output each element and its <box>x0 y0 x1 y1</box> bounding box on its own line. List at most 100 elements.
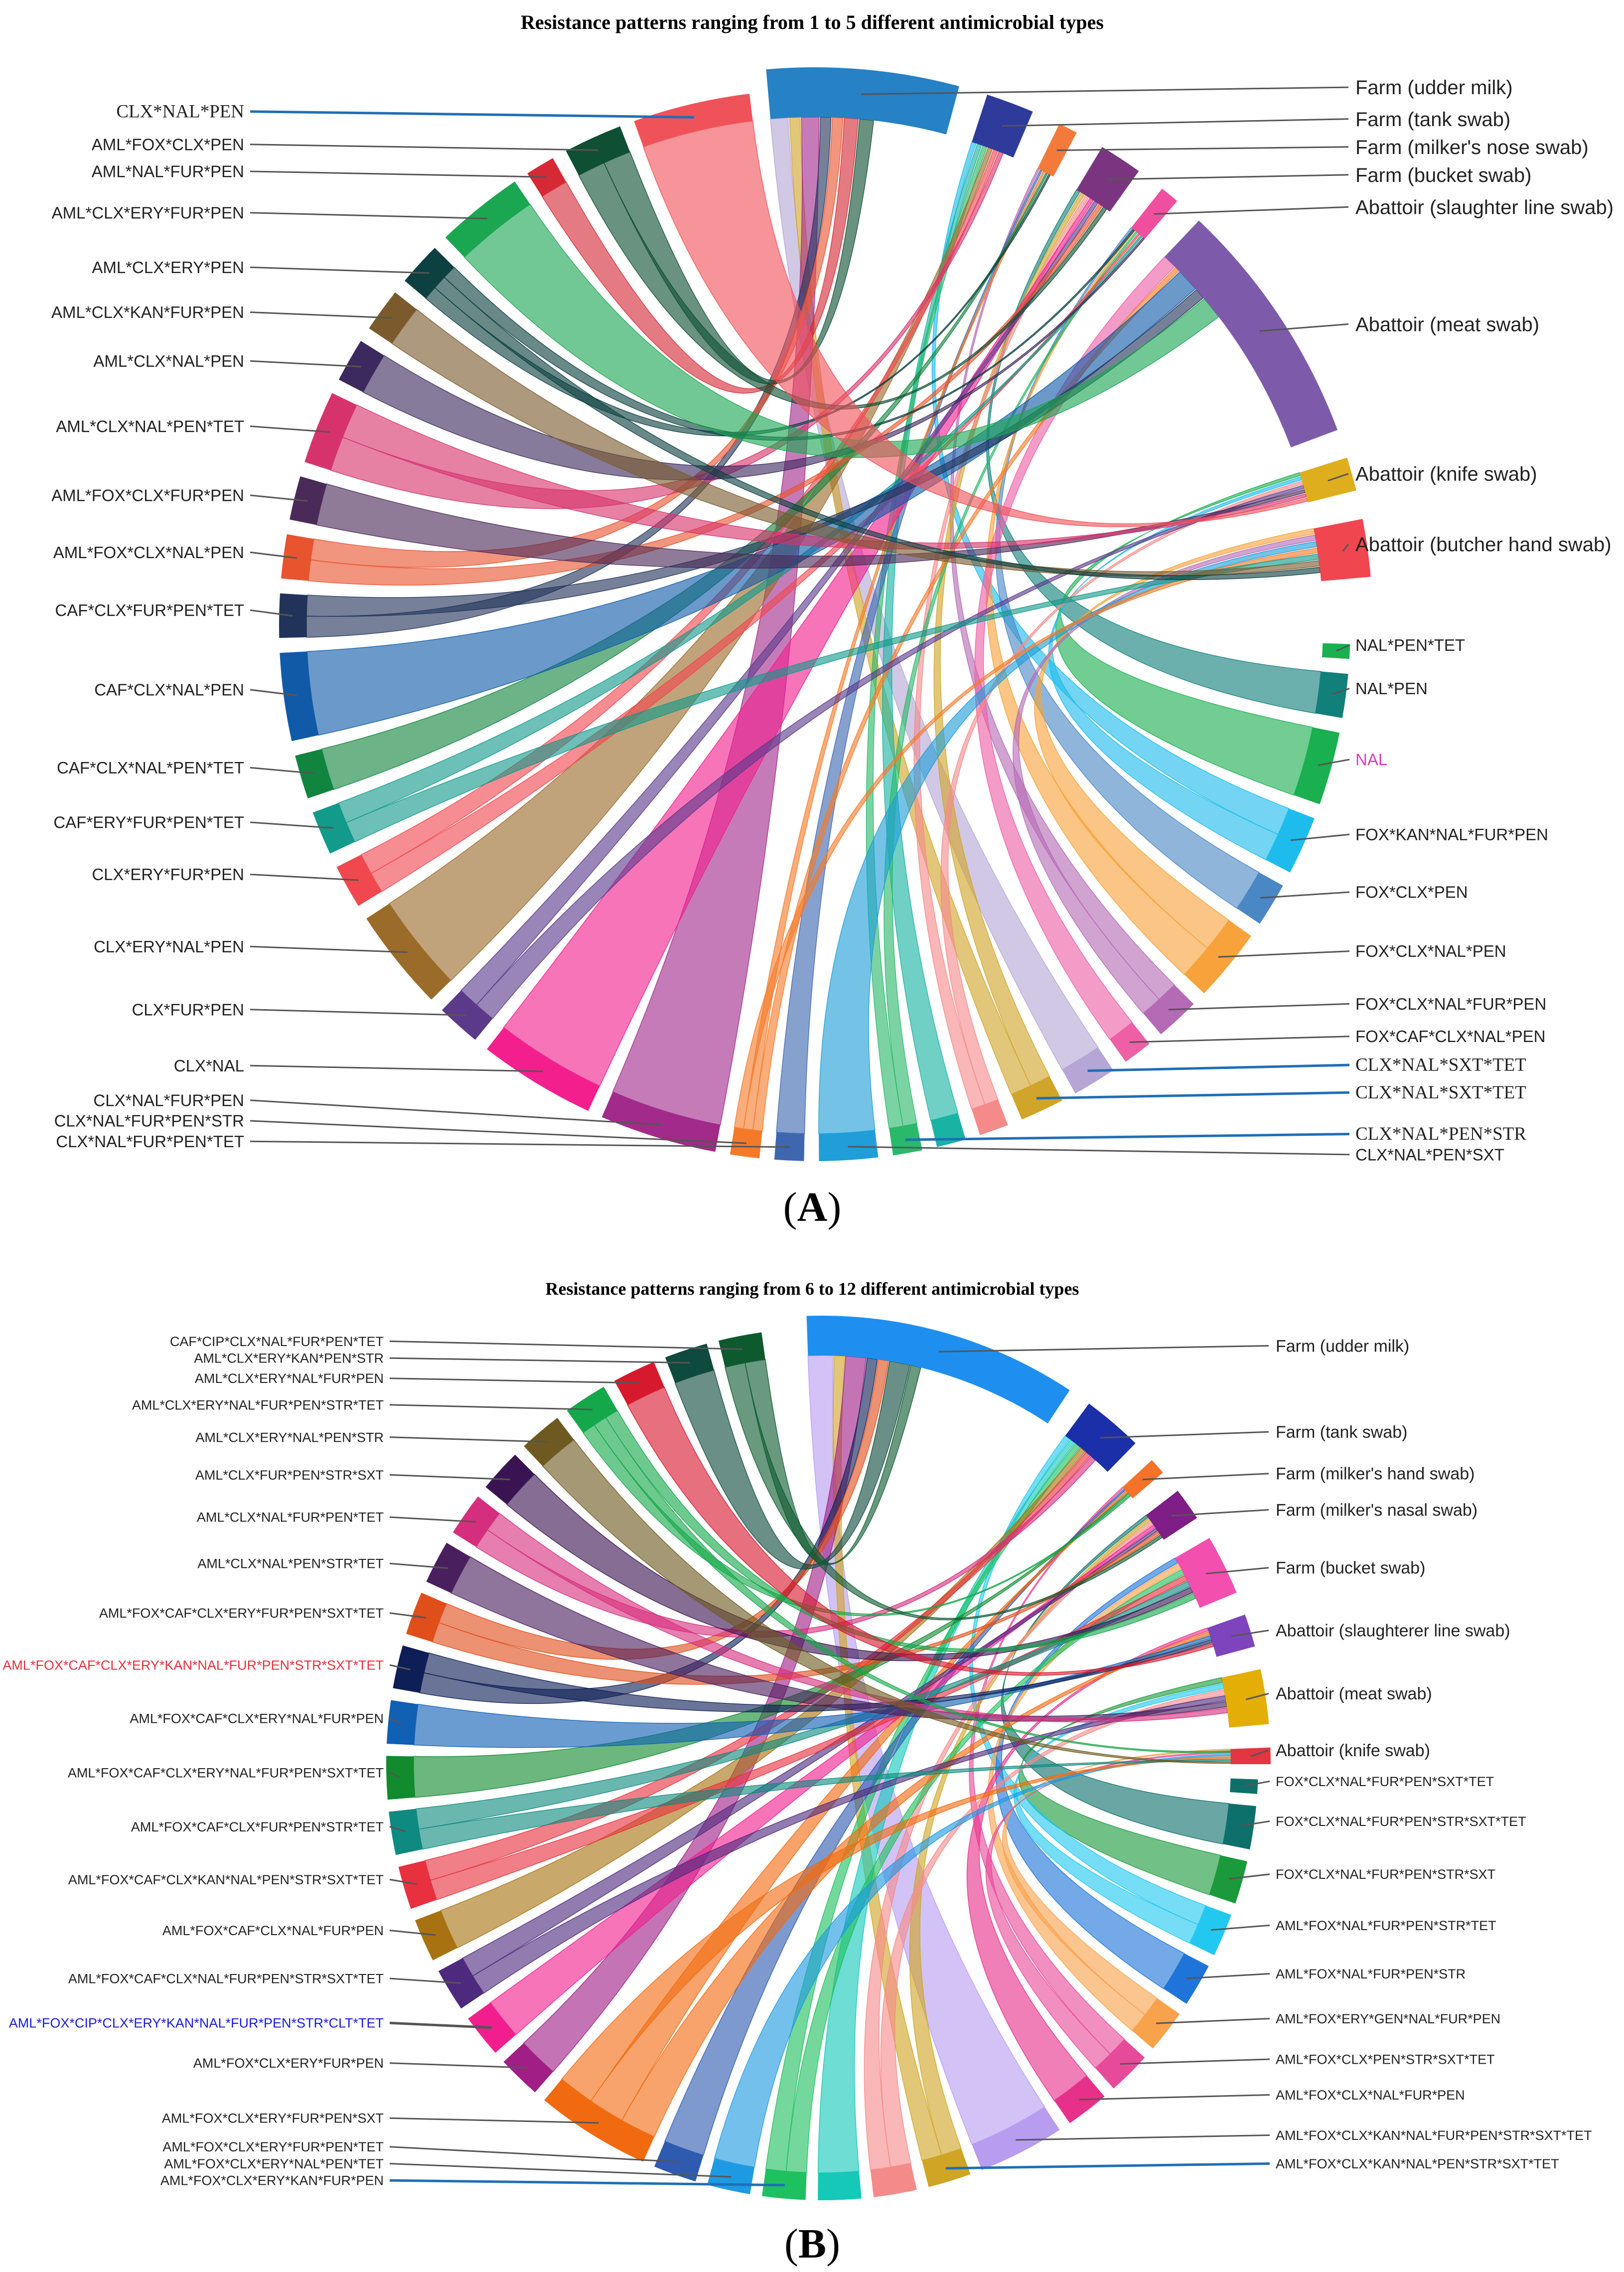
chord-aml-fox-clx-fur-pen-26 <box>316 483 1306 569</box>
pattern-arc-aml-fox-nal-fur-pen-str-29 <box>1164 1953 1209 2004</box>
pattern-label-caf-clx-fur-pen-tet-10: CAF*CLX*FUR*PEN*TET <box>55 601 244 619</box>
pattern-label-clx-nal-sxt-tet-25: CLX*NAL*SXT*TET <box>1355 1082 1526 1102</box>
pattern-leader-line <box>250 170 547 178</box>
chord-aml-clx-fur-pen-str-sxt-28 <box>506 1473 1193 1662</box>
pattern-leader-line <box>389 1664 411 1670</box>
panel-a: Resistance patterns ranging from 1 to 5 … <box>51 11 1614 1230</box>
pattern-arc-nal-pen-tet-34 <box>1322 643 1350 659</box>
pattern-leader-line <box>389 1516 476 1523</box>
pattern-arc-fox-clx-pen-30 <box>1237 872 1283 924</box>
source-leader-line <box>938 1345 1269 1353</box>
chord-caf-clx-nal-pen-23 <box>306 271 1196 736</box>
pattern-leader-line <box>1120 2058 1270 2065</box>
pattern-label-aml-fox-nal-fur-pen-str-tet-30: AML*FOX*NAL*FUR*PEN*STR*TET <box>1276 1918 1496 1933</box>
chord-aml-nal-fur-pen-32 <box>541 117 859 394</box>
chord-fox-kan-nal-fur-pen-3 <box>1048 476 1303 861</box>
panel-b: Resistance patterns ranging from 6 to 12… <box>2 1279 1592 2267</box>
source-arc-abattoir-meat-swab-6 <box>1221 1669 1269 1728</box>
pattern-label-caf-cip-clx-nal-fur-pen-tet-0: CAF*CIP*CLX*NAL*FUR*PEN*TET <box>170 1334 384 1349</box>
pattern-leader-line <box>389 1612 426 1619</box>
pattern-label-aml-fox-nal-fur-pen-str-29: AML*FOX*NAL*FUR*PEN*STR <box>1276 1967 1466 1981</box>
pattern-label-aml-fox-caf-clx-ery-kan-nal-fur-pen-str-sxt-tet-9: AML*FOX*CAF*CLX*ERY*KAN*NAL*FUR*PEN*STR*… <box>2 1658 384 1672</box>
pattern-label-aml-clx-ery-fur-pen-3: AML*CLX*ERY*FUR*PEN <box>52 203 244 222</box>
panel-b-labels: Farm (udder milk) Farm (tank swab) Farm (m… <box>2 1334 1592 2188</box>
pattern-label-clx-nal-pen-str-22: CLX*NAL*PEN*STR <box>1355 1123 1526 1144</box>
chord-fox-clx-pen-4 <box>995 227 1260 909</box>
source-arc-abattoir-butcher-hand-swab-7 <box>1314 519 1371 582</box>
pattern-leader-line <box>389 1717 402 1724</box>
pattern-label-nal-32: NAL <box>1355 751 1387 769</box>
pattern-label-fox-clx-nal-pen-29: FOX*CLX*NAL*PEN <box>1355 942 1506 960</box>
pattern-arc-caf-ery-fur-pen-tet-13 <box>312 803 355 854</box>
pattern-leader-line <box>1240 1820 1270 1827</box>
chord-unlabeled-10 <box>880 1689 1225 2168</box>
pattern-label-aml-fox-clx-fur-pen-8: AML*FOX*CLX*FUR*PEN <box>51 486 244 504</box>
chord-aml-fox-clx-ery-fur-pen-sxt-15 <box>621 1631 1210 2137</box>
pattern-arc-aml-fox-caf-clx-fur-pen-str-tet-12 <box>389 1809 423 1855</box>
pattern-leader-line <box>1228 1873 1270 1880</box>
panel-a-title: Resistance patterns ranging from 1 to 5 … <box>521 11 1104 33</box>
chord-aml-fox-nal-fur-pen-str-4 <box>995 1557 1185 1989</box>
source-leader-line <box>1250 1749 1269 1757</box>
pattern-leader-line <box>389 1878 418 1885</box>
panel-b-title: Resistance patterns ranging from 6 to 12… <box>546 1279 1079 1299</box>
source-leader-line <box>861 86 1349 95</box>
pattern-arc-aml-clx-ery-pen-4 <box>405 248 454 299</box>
pattern-arc-clx-ery-fur-pen-14 <box>336 855 382 906</box>
chord-aml-fox-clx-pen-33 <box>603 119 875 385</box>
pattern-label-aml-fox-caf-clx-ery-nal-fur-pen-10: AML*FOX*CAF*CLX*ERY*NAL*FUR*PEN <box>130 1711 384 1726</box>
pattern-arc-nal-pen-33 <box>1315 671 1348 718</box>
pattern-label-nal-pen-tet-34: NAL*PEN*TET <box>1355 636 1465 654</box>
pattern-arc-clx-nal-17 <box>487 1027 600 1111</box>
pattern-leader-line <box>250 494 308 502</box>
pattern-leader-line <box>905 1133 1350 1141</box>
pattern-label-clx-nal-pen-sxt-21: CLX*NAL*PEN*SXT <box>1355 1145 1504 1164</box>
panel-a-chords <box>306 117 1322 1134</box>
panel-b-label: (B) <box>784 2221 840 2267</box>
pattern-arc-aml-fox-caf-clx-ery-fur-pen-sxt-tet-8 <box>406 1592 447 1642</box>
chord-clx-nal-fur-pen-str-15 <box>752 267 1180 1132</box>
chord-aml-clx-ery-pen-30 <box>434 277 1321 581</box>
source-label-farm-tank-swab-1: Farm (tank swab) <box>1355 109 1510 131</box>
chord-fox-clx-nal-fur-pen-6 <box>1013 534 1317 1014</box>
source-label-farm-tank-swab-1: Farm (tank swab) <box>1276 1423 1408 1442</box>
source-arc-farm-bucket-swab-4 <box>1175 1537 1237 1608</box>
pattern-arc-aml-fox-clx-fur-pen-8 <box>290 476 327 525</box>
pattern-label-aml-fox-clx-ery-fur-pen-sxt-18: AML*FOX*CLX*ERY*FUR*PEN*SXT <box>162 2111 384 2126</box>
pattern-label-aml-clx-ery-nal-fur-pen-2: AML*CLX*ERY*NAL*FUR*PEN <box>195 1371 384 1386</box>
pattern-arc-clx-fur-pen-16 <box>442 990 493 1040</box>
pattern-arc-aml-clx-nal-fur-pen-tet-6 <box>452 1496 500 1547</box>
pattern-leader-line <box>1210 1924 1270 1931</box>
source-leader-line <box>1328 473 1349 481</box>
pattern-label-fox-clx-nal-fur-pen-28: FOX*CLX*NAL*FUR*PEN <box>1355 995 1546 1013</box>
chord-unlabeled-10 <box>913 194 1090 1110</box>
pattern-leader-line <box>250 311 393 319</box>
pattern-leader-line <box>1079 2094 1270 2101</box>
source-leader-line <box>1107 174 1349 180</box>
pattern-arc-nal-32 <box>1294 727 1340 804</box>
pattern-leader-line <box>250 266 430 274</box>
pattern-label-aml-clx-kan-fur-pen-5: AML*CLX*KAN*FUR*PEN <box>51 303 244 321</box>
pattern-leader-line <box>389 2021 492 2029</box>
pattern-leader-line <box>250 425 330 433</box>
pattern-leader-line <box>250 1064 543 1072</box>
pattern-label-fox-clx-nal-fur-pen-str-sxt-tet-32: FOX*CLX*NAL*FUR*PEN*STR*SXT*TET <box>1276 1814 1526 1829</box>
pattern-label-aml-clx-nal-pen-tet-7: AML*CLX*NAL*PEN*TET <box>56 417 244 436</box>
pattern-arc-aml-fox-caf-clx-ery-nal-fur-pen-sxt-tet-11 <box>386 1756 415 1800</box>
pattern-arc-aml-fox-caf-clx-nal-fur-pen-str-sxt-tet-15 <box>438 1958 484 2009</box>
chord-aml-fox-clx-ery-fur-pen-sxt-15 <box>561 1756 1231 2102</box>
pattern-label-aml-clx-ery-kan-pen-str-1: AML*CLX*ERY*KAN*PEN*STR <box>194 1351 384 1366</box>
chord-aml-fox-clx-ery-nal-pen-tet-13 <box>714 1754 1231 2168</box>
panel-a-labels: Farm (udder milk) Farm (tank swab) Farm (m… <box>51 77 1614 1164</box>
pattern-leader-line <box>1260 891 1350 899</box>
pattern-label-aml-fox-clx-ery-kan-fur-pen-21: AML*FOX*CLX*ERY*KAN*FUR*PEN <box>160 2173 384 2188</box>
chord-aml-fox-nal-fur-pen-str-tet-3 <box>969 1435 1206 1925</box>
source-label-farm-milker-s-hand-swab-2: Farm (milker's hand swab) <box>1276 1465 1475 1484</box>
pattern-leader-line <box>389 1436 549 1443</box>
chord-aml-clx-nal-pen-tet-27 <box>342 404 1307 550</box>
source-label-abattoir-slaughter-line-swab-4: Abattoir (slaughter line swab) <box>1355 196 1614 218</box>
source-label-abattoir-meat-swab-5: Abattoir (meat swab) <box>1355 313 1539 335</box>
source-label-farm-bucket-swab-4: Farm (bucket swab) <box>1276 1559 1425 1578</box>
pattern-arc-aml-clx-nal-pen-tet-7 <box>304 393 357 470</box>
